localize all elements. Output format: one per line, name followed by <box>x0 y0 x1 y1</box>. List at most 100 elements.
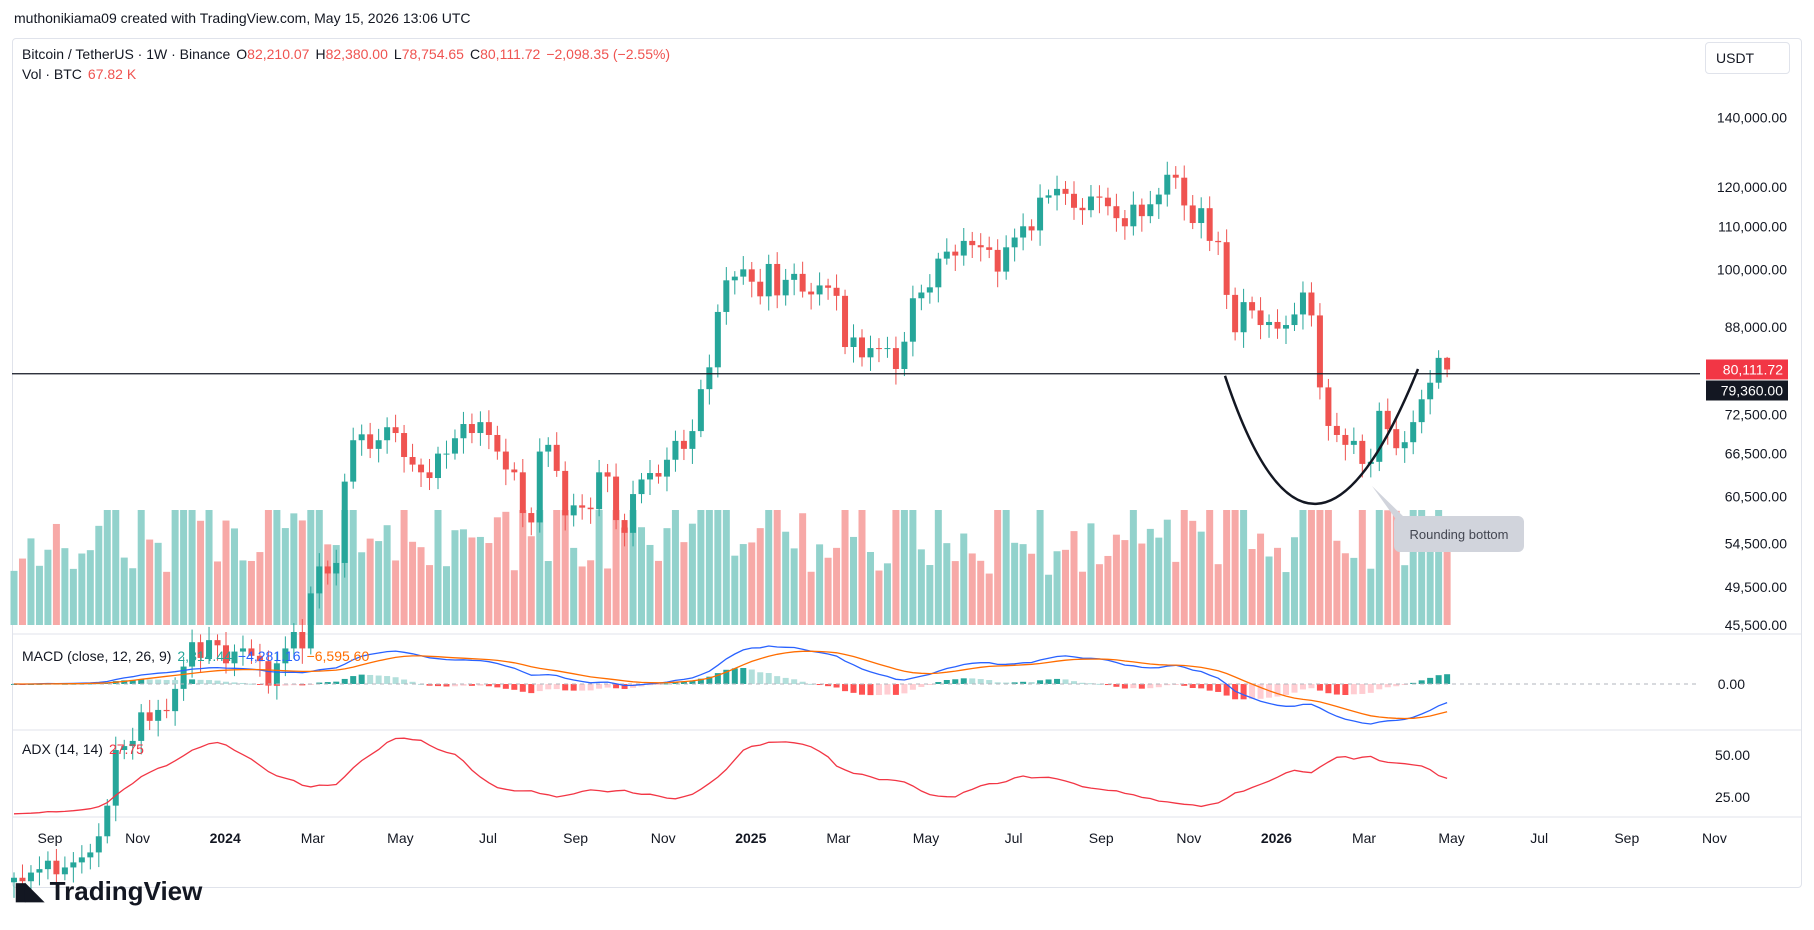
candle-body <box>223 645 229 664</box>
volume-bar <box>52 523 60 625</box>
volume-bar <box>188 510 196 625</box>
volume-bar <box>688 523 696 625</box>
volume-bar <box>714 510 722 625</box>
header-attribution: muthonikiama09 created with TradingView.… <box>14 10 471 26</box>
candle-body <box>723 280 730 312</box>
candle-body <box>70 862 77 868</box>
volume-bar <box>324 544 332 625</box>
candle-body <box>859 337 865 358</box>
candle-body <box>121 746 128 750</box>
macd-histogram-bar <box>485 684 492 687</box>
macd-histogram-bar <box>1071 681 1077 684</box>
macd-histogram-bar <box>791 679 798 684</box>
volume-bar <box>137 510 145 625</box>
candle-body <box>765 263 772 297</box>
candle-body <box>1401 442 1408 449</box>
candle-body <box>494 434 501 452</box>
candle-body <box>748 269 755 282</box>
adx-label: ADX (14, 14) <box>22 741 103 757</box>
macd-histogram-bar <box>1079 682 1086 684</box>
macd-histogram-bar <box>248 683 255 685</box>
macd-histogram-bar <box>146 679 153 684</box>
change-value: −2,098.35 (−2.55%) <box>546 46 671 62</box>
volume-bar <box>1146 528 1154 625</box>
candle-body <box>163 709 170 712</box>
volume-bar <box>943 543 951 625</box>
candle-body <box>867 348 874 358</box>
macd-histogram-bar <box>748 669 755 684</box>
macd-histogram-bar <box>587 684 594 691</box>
price-tick-label: 54,500.00 <box>1725 535 1787 551</box>
macd-histogram-bar <box>1350 684 1357 695</box>
volume-bar <box>426 565 434 625</box>
volume-bar <box>1155 537 1163 625</box>
volume-bar <box>349 510 357 625</box>
candle-body <box>1274 321 1281 329</box>
candle-body <box>367 434 374 449</box>
volume-bar <box>578 566 586 625</box>
macd-histogram-bar <box>1113 684 1120 687</box>
candle-body <box>528 513 535 523</box>
volume-bar <box>366 538 374 625</box>
candle-body <box>1308 292 1315 316</box>
annotation-pointer <box>1372 486 1405 518</box>
volume-bar <box>1350 557 1358 625</box>
volume-bar <box>1129 510 1137 625</box>
volume-bar <box>307 510 315 625</box>
macd-histogram-bar <box>655 684 662 685</box>
price-tick-label: 110,000.00 <box>1718 218 1787 234</box>
time-tick-label: May <box>913 830 939 846</box>
macd-signal-value: −6,595.60 <box>306 648 370 664</box>
volume-bar <box>722 510 730 625</box>
adx-pane <box>13 737 1448 815</box>
price-tick-label: 66,500.00 <box>1725 446 1787 462</box>
candle-body <box>1232 294 1239 333</box>
macd-histogram-bar <box>689 680 696 684</box>
candle-body <box>791 273 798 280</box>
volume-bar <box>442 566 450 625</box>
volume-bar <box>434 510 442 625</box>
currency-button[interactable]: USDT <box>1705 42 1790 74</box>
tradingview-logo-icon: ▮◣ <box>14 878 44 905</box>
candle-body <box>604 472 611 477</box>
time-tick-label: Jul <box>1005 830 1023 846</box>
volume-bar <box>773 510 781 625</box>
volume-bar <box>705 510 713 625</box>
candle-body <box>341 481 348 563</box>
time-tick-label: Sep <box>563 830 588 846</box>
macd-histogram-bar <box>918 684 925 688</box>
macd-histogram-bar <box>375 675 382 684</box>
low-label: L <box>393 46 402 62</box>
volume-bar <box>510 570 518 625</box>
candle-body <box>87 852 94 858</box>
macd-histogram-bar <box>392 677 399 684</box>
candle-body <box>375 440 382 449</box>
volume-bar <box>536 510 544 625</box>
volume-bar <box>612 510 620 625</box>
candle-body <box>1172 174 1179 178</box>
volume-bar <box>765 510 773 625</box>
macd-histogram-bar <box>1087 683 1094 685</box>
macd-histogram-bar <box>926 684 933 685</box>
volume-bar <box>1019 544 1027 625</box>
volume-bar <box>570 547 578 625</box>
macd-histogram-bar <box>1376 684 1383 690</box>
volume-bar <box>1011 542 1019 625</box>
macd-histogram-bar <box>808 683 815 685</box>
macd-histogram-bar <box>265 684 272 686</box>
candle-body <box>935 258 942 288</box>
volume-bar <box>544 561 552 625</box>
time-tick-label: 2025 <box>735 830 766 846</box>
candle-body <box>994 249 1001 272</box>
price-tick-label: 49,500.00 <box>1725 579 1787 595</box>
volume-bars <box>10 510 1451 625</box>
price-tick-label: 72,500.00 <box>1725 407 1787 423</box>
volume-bar <box>485 543 493 625</box>
macd-histogram-bar <box>384 676 391 684</box>
macd-histogram-bar <box>1274 684 1281 697</box>
candle-body <box>901 341 908 370</box>
macd-histogram-bar <box>197 679 204 684</box>
macd-histogram-bar <box>1062 679 1069 684</box>
volume-bar <box>824 557 832 625</box>
